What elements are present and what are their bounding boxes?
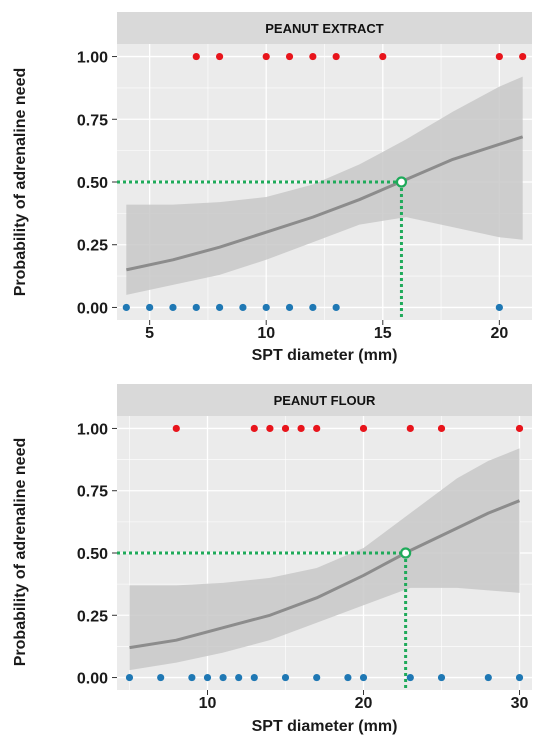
y-tick-label: 0.75 <box>77 112 108 129</box>
point-positive <box>332 52 340 61</box>
point-positive <box>297 424 305 433</box>
x-tick-label: 20 <box>490 325 508 342</box>
panel-peanut-flour: PEANUT FLOUR 0.00 0.25 0.50 0.75 1.00 10 20 30 SP… <box>77 384 532 735</box>
point-negative <box>125 673 134 682</box>
point-negative <box>285 303 294 312</box>
fitted-curve <box>129 499 521 650</box>
point-negative <box>406 673 414 682</box>
point-positive <box>406 424 414 433</box>
y-tick-label: 0.25 <box>77 608 108 625</box>
point-negative <box>495 303 503 312</box>
threshold-point <box>400 547 412 559</box>
point-positive <box>250 424 258 433</box>
point-positive <box>192 52 200 61</box>
point-negative <box>484 673 492 682</box>
panel-strip <box>117 384 532 416</box>
point-negative <box>313 673 321 682</box>
point-negative <box>359 673 368 682</box>
panel-peanut-extract: PEANUT EXTRACT 0.00 0.25 0.50 0.75 1.00 5 10 15 2… <box>77 12 532 364</box>
point-negative <box>332 303 340 312</box>
point-negative <box>192 303 200 312</box>
point-positive <box>285 52 294 61</box>
point-negative <box>281 673 290 682</box>
point-negative <box>250 673 258 682</box>
y-tick-label: 0.25 <box>77 238 108 255</box>
x-tick-label: 10 <box>257 325 275 342</box>
y-tick-label: 0.50 <box>77 175 108 192</box>
point-negative <box>122 303 130 312</box>
point-positive <box>281 424 290 433</box>
confidence-band <box>129 448 520 671</box>
y-tick-label: 0.00 <box>77 300 108 317</box>
x-tick-label: 10 <box>199 695 217 712</box>
y-tick-label: 1.00 <box>77 421 108 438</box>
point-negative <box>437 673 446 682</box>
x-axis-title: SPT diameter (mm) <box>252 718 398 735</box>
y-axis-title: Probability of adrenaline need <box>12 68 29 297</box>
panel-title: PEANUT EXTRACT <box>265 21 384 36</box>
x-axis-title: SPT diameter (mm) <box>252 347 398 364</box>
x-tick-label: 30 <box>511 695 529 712</box>
fitted-curve <box>126 135 524 272</box>
point-positive <box>515 424 524 433</box>
confidence-band <box>126 76 523 295</box>
y-tick-label: 0.75 <box>77 484 108 501</box>
point-negative <box>344 673 352 682</box>
y-tick-label: 1.00 <box>77 50 108 67</box>
point-positive <box>262 52 270 61</box>
x-tick-label: 20 <box>355 695 373 712</box>
point-positive <box>437 424 446 433</box>
point-negative <box>235 673 243 682</box>
y-tick-label: 0.00 <box>77 671 108 688</box>
y-axis-title: Probability of adrenaline need <box>12 438 29 667</box>
point-negative <box>146 303 154 312</box>
point-positive <box>266 424 274 433</box>
point-positive <box>309 52 317 61</box>
point-positive <box>379 52 387 61</box>
y-tick-label: 0.50 <box>77 546 108 563</box>
point-negative <box>309 303 317 312</box>
point-negative <box>188 673 196 682</box>
panel-strip <box>117 12 532 44</box>
point-positive <box>313 424 321 433</box>
point-negative <box>262 303 270 312</box>
point-positive <box>172 424 180 433</box>
point-negative <box>515 673 524 682</box>
point-negative <box>219 673 227 682</box>
point-negative <box>157 673 165 682</box>
threshold-point <box>395 176 408 188</box>
point-positive <box>519 52 527 61</box>
point-negative <box>203 673 212 682</box>
point-negative <box>239 303 247 312</box>
panel-title: PEANUT FLOUR <box>274 393 376 408</box>
point-positive <box>215 52 224 61</box>
point-positive <box>359 424 368 433</box>
point-positive <box>495 52 503 61</box>
x-tick-label: 5 <box>145 325 154 342</box>
point-negative <box>215 303 224 312</box>
point-negative <box>169 303 177 312</box>
x-tick-label: 15 <box>374 325 392 342</box>
